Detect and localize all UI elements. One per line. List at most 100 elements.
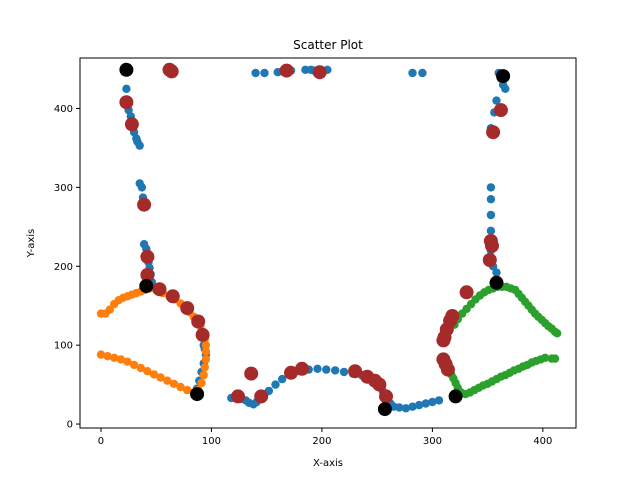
scatter-point <box>486 125 501 140</box>
scatter-point <box>434 396 444 405</box>
scatter-point <box>408 68 417 78</box>
scatter-point <box>496 69 511 84</box>
scatter-point <box>278 374 287 384</box>
scatter-point <box>418 68 427 78</box>
scatter-point <box>165 289 180 304</box>
scatter-point <box>313 364 322 373</box>
scatter-point <box>103 352 112 361</box>
x-tick-label: 300 <box>423 436 442 447</box>
scatter-point <box>440 362 455 377</box>
scatter-point <box>421 399 430 408</box>
scatter-point <box>492 96 501 105</box>
scatter-point <box>200 363 209 372</box>
scatter-point <box>251 68 260 78</box>
scatter-point <box>123 357 132 366</box>
scatter-point <box>493 103 508 118</box>
scatter-point <box>137 183 147 192</box>
scatter-point <box>271 380 280 389</box>
scatter-point <box>486 226 496 235</box>
scatter-point <box>96 350 106 359</box>
scatter-point <box>143 367 152 376</box>
scatter-point <box>119 95 134 110</box>
scatter-point <box>348 364 363 379</box>
points-layer <box>96 62 562 417</box>
scatter-point <box>139 279 154 293</box>
scatter-point <box>169 379 179 388</box>
scatter-point <box>553 329 562 338</box>
ticks-layer: 0 100 200 300 400 0 100 200 300 400 <box>54 104 553 447</box>
scatter-point <box>339 367 349 377</box>
scatter-point <box>135 141 144 150</box>
scatter-point <box>201 341 211 350</box>
scatter-point <box>284 365 298 380</box>
scatter-point <box>395 403 404 412</box>
plot-frame <box>79 57 577 429</box>
scatter-point <box>149 370 159 379</box>
scatter-point <box>414 400 424 410</box>
scatter-point <box>331 366 340 375</box>
scatter-point <box>190 387 205 402</box>
scatter-point <box>408 402 417 411</box>
scatter-point <box>152 282 167 297</box>
y-tick-label: 100 <box>54 341 73 352</box>
x-tick-label: 100 <box>202 436 221 447</box>
scatter-point <box>201 355 211 364</box>
scatter-point <box>136 363 145 373</box>
scatter-point <box>550 354 560 363</box>
scatter-point <box>428 397 437 407</box>
scatter-point <box>163 376 172 385</box>
scatter-point <box>459 285 474 300</box>
scatter-point <box>486 210 496 220</box>
scatter-point <box>485 238 499 253</box>
scatter-point <box>322 365 331 374</box>
scatter-point <box>231 389 245 404</box>
y-tick-label: 200 <box>54 262 73 273</box>
scatter-point <box>486 183 496 192</box>
scatter-point <box>140 268 155 282</box>
scatter-point <box>183 385 192 395</box>
scatter-point <box>379 389 393 404</box>
y-tick-label: 400 <box>54 104 73 115</box>
scatter-point <box>501 84 510 94</box>
x-tick-label: 200 <box>312 436 331 447</box>
y-tick-label: 0 <box>67 420 73 431</box>
scatter-point <box>540 353 550 362</box>
scatter-point <box>199 370 208 380</box>
scatter-point <box>436 333 451 348</box>
scatter-point <box>295 361 309 376</box>
scatter-point <box>164 64 179 79</box>
scatter-point <box>129 360 139 370</box>
scatter-point <box>201 347 211 356</box>
scatter-point <box>492 268 501 277</box>
scatter-point <box>195 327 210 342</box>
chart-title: Scatter Plot <box>293 38 363 52</box>
y-tick-label: 300 <box>54 183 73 194</box>
y-axis-label: Y-axis <box>26 229 37 259</box>
scatter-point <box>122 84 131 94</box>
scatter-point <box>448 389 463 404</box>
scatter-point <box>176 382 185 392</box>
scatter-point <box>482 253 497 267</box>
scatter-point <box>260 68 269 78</box>
scatter-point <box>197 378 206 388</box>
scatter-point <box>110 353 119 362</box>
scatter-point <box>486 195 496 204</box>
scatter-point <box>312 65 327 80</box>
scatter-point <box>377 402 392 417</box>
scatter-point <box>401 404 411 413</box>
x-tick-label: 400 <box>533 436 552 447</box>
x-tick-label: 0 <box>98 436 104 447</box>
x-axis-label: X-axis <box>313 458 343 469</box>
scatter-point <box>191 314 206 329</box>
scatter-point <box>116 355 126 364</box>
scatter-point <box>180 301 195 316</box>
scatter-point <box>124 117 139 132</box>
scatter-point <box>254 389 269 404</box>
scatter-point <box>140 249 155 264</box>
scatter-point <box>156 373 165 382</box>
scatter-point <box>372 377 387 392</box>
scatter-point <box>119 62 134 77</box>
scatter-point <box>279 63 294 78</box>
